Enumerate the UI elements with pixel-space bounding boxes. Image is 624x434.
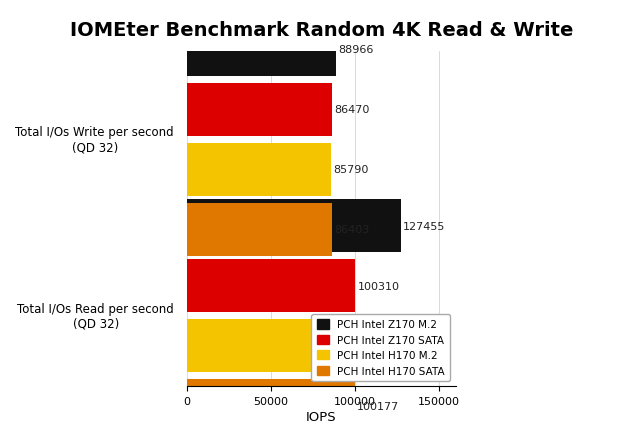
Text: 88966: 88966 xyxy=(338,45,374,55)
Text: 115381: 115381 xyxy=(383,341,425,351)
Bar xyxy=(187,260,356,312)
Legend: PCH Intel Z170 M.2, PCH Intel Z170 SATA, PCH Intel H170 M.2, PCH Intel H170 SATA: PCH Intel Z170 M.2, PCH Intel Z170 SATA,… xyxy=(311,314,451,381)
Text: 86403: 86403 xyxy=(334,225,369,235)
Title: IOMEter Benchmark Random 4K Read & Write: IOMEter Benchmark Random 4K Read & Write xyxy=(70,20,573,39)
Bar xyxy=(187,84,332,137)
X-axis label: IOPS: IOPS xyxy=(306,410,337,423)
Text: 85790: 85790 xyxy=(333,165,368,175)
Text: 100310: 100310 xyxy=(358,281,399,291)
Bar xyxy=(187,144,331,196)
Bar xyxy=(187,379,355,432)
Text: 100177: 100177 xyxy=(357,401,399,411)
Text: 127455: 127455 xyxy=(403,221,446,231)
Bar xyxy=(187,319,381,372)
Bar xyxy=(187,204,332,256)
Bar xyxy=(187,24,336,77)
Bar xyxy=(187,200,401,253)
Text: 86470: 86470 xyxy=(334,105,369,115)
